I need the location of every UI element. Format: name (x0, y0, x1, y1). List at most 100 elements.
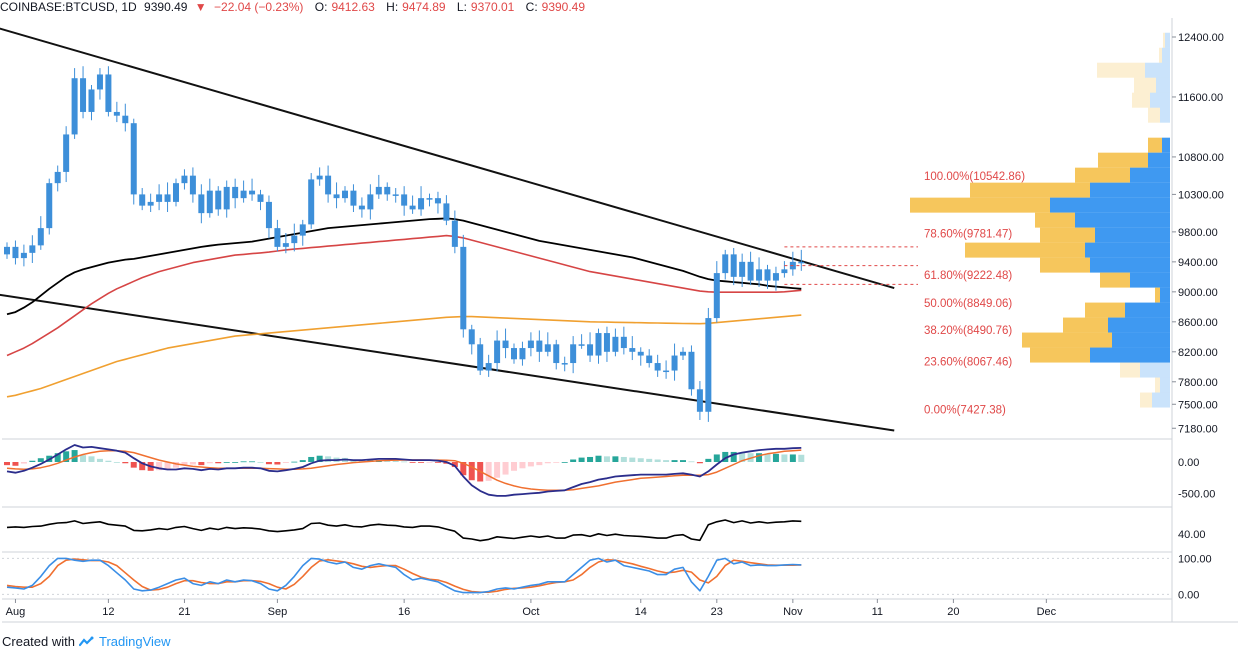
macd-histogram-bar (37, 458, 44, 462)
macd-histogram-bar (460, 462, 467, 476)
candle-body (282, 243, 289, 247)
candle-body (333, 194, 340, 199)
candle-body (756, 269, 763, 281)
macd-histogram-bar (409, 462, 416, 463)
volume-profile-down-bar (1098, 152, 1148, 168)
time-tick-label: Sep (268, 606, 288, 618)
fib-level-label: 23.60%(8067.46) (924, 357, 1012, 369)
macd-histogram-bar (181, 462, 188, 466)
candle-body (29, 245, 36, 253)
macd-histogram-bar (578, 457, 585, 462)
time-tick-label: 14 (635, 606, 647, 618)
candle-body (105, 74, 112, 112)
candle-body (646, 355, 653, 364)
macd-histogram-bar (274, 462, 281, 465)
macd-histogram-bar (29, 460, 36, 462)
stoch-tick-label: 0.00 (1178, 589, 1199, 601)
macd-histogram-bar (265, 462, 272, 465)
down-arrow-icon: ▼ (194, 0, 207, 14)
volume-profile-up-bar (1095, 227, 1170, 243)
time-tick-label: Oct (522, 606, 539, 618)
volume-profile-down-bar (1159, 47, 1162, 63)
volume-profile-down-bar (970, 182, 1090, 198)
price-tick-label: 9000.00 (1178, 287, 1218, 299)
candle-body (198, 194, 205, 214)
ohlc-close: C: 9390.49 (526, 0, 589, 14)
time-tick-label: 11 (872, 606, 883, 618)
symbol-header: COINBASE:BTCUSD, 1D 9390.49 ▼ −22.04 (−0… (0, 0, 593, 16)
volume-profile-down-bar (1040, 227, 1095, 243)
macd-histogram-bar (595, 455, 602, 462)
candle-body (578, 344, 585, 346)
candle-body (12, 246, 19, 259)
candle-body (705, 318, 712, 412)
candle-body (671, 355, 678, 371)
stochastic-pane: 100.00 0.00 (2, 553, 1212, 601)
candle-body (485, 363, 492, 371)
macd-histogram-bar (282, 462, 289, 463)
candle-body (181, 175, 188, 184)
candle-body (223, 186, 230, 210)
volume-profile-down-bar (910, 197, 1050, 213)
macd-histogram-bar (654, 459, 661, 462)
candle-body (544, 344, 551, 352)
candle-body (206, 190, 213, 214)
candle-body (595, 333, 602, 356)
volume-profile-up-bar (1148, 152, 1170, 168)
candle-body (511, 348, 517, 360)
ma-orange-line (6, 314, 802, 398)
macd-histogram-bar (88, 456, 95, 462)
volume-profile-down-bar (1075, 167, 1130, 183)
rsi-pane: 40.00 (6, 519, 1206, 542)
candle-body (620, 336, 627, 349)
macd-histogram-bar (629, 457, 636, 462)
macd-histogram-bar (730, 451, 737, 462)
macd-histogram-bar (798, 454, 805, 462)
candle-body (477, 344, 484, 371)
close-label: C: (525, 0, 538, 14)
volume-profile-up-bar (1140, 362, 1170, 378)
macd-histogram-bar (299, 460, 306, 462)
volume-profile-down-bar (1030, 347, 1090, 363)
candle-body (63, 134, 70, 172)
volume-profile-up-bar (1108, 317, 1170, 333)
macd-histogram-bar (612, 456, 619, 462)
candle-body (519, 348, 526, 360)
tradingview-brand[interactable]: TradingView (98, 634, 171, 649)
macd-histogram-bar (536, 462, 543, 466)
macd-tick-label: -500.00 (1178, 488, 1215, 500)
macd-histogram-bar (637, 458, 644, 462)
time-tick-label: 12 (102, 606, 114, 618)
volume-profile-up-bar (1112, 332, 1170, 348)
macd-histogram-bar (663, 460, 670, 462)
macd-histogram-bar (511, 462, 517, 471)
macd-histogram-bar (561, 462, 568, 463)
volume-profile-up-bar (1090, 347, 1170, 363)
macd-histogram-bar (587, 456, 594, 462)
open-label: O: (314, 0, 328, 14)
change-value: ▼ −22.04 (−0.23%) (195, 0, 308, 14)
macd-histogram-bar (789, 454, 796, 462)
candle-body (96, 74, 103, 90)
candle-body (434, 198, 441, 204)
macd-histogram-bar (198, 462, 205, 466)
price-tick-label: 7500.00 (1178, 399, 1218, 411)
volume-profile-up-bar (1162, 47, 1170, 63)
macd-histogram-bar (781, 454, 788, 462)
macd-histogram-bar (468, 462, 475, 481)
candle-body (451, 220, 458, 247)
candle-body (130, 123, 137, 195)
candle-body (418, 198, 425, 210)
volume-profile-up-bar (1145, 62, 1170, 78)
volume-profile-up-bar (1160, 287, 1170, 303)
volume-profile-up-bar (1090, 182, 1170, 198)
candle-body (663, 370, 670, 373)
candle-body (375, 186, 382, 195)
volume-profile-up-bar (1156, 77, 1170, 93)
axes-layer: 12400.00 11600.00 10800.00 10300.00 9800.00 9… (6, 32, 1224, 618)
candle-body (603, 333, 610, 352)
candle-body (494, 340, 501, 364)
macd-histogram-bar (705, 458, 712, 462)
macd-histogram-bar (722, 451, 729, 462)
candle-body (654, 363, 661, 371)
